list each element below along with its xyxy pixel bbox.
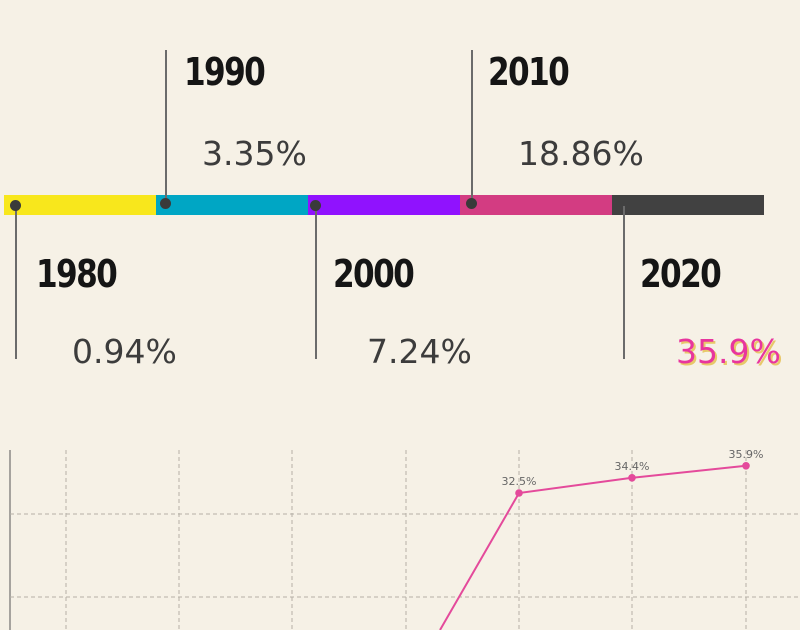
value-label-1990: 3.35% bbox=[202, 134, 307, 173]
year-label-2010: 2010 bbox=[488, 50, 570, 94]
year-label-1990: 1990 bbox=[184, 50, 266, 94]
chart-grid bbox=[9, 450, 800, 630]
data-label: 32.5% bbox=[502, 475, 537, 488]
marker-dot-2010 bbox=[466, 198, 477, 209]
value-label-2010: 18.86% bbox=[518, 134, 644, 173]
data-label: 34.4% bbox=[615, 460, 650, 473]
timeline-segment-1990 bbox=[156, 195, 308, 215]
marker-line-2000 bbox=[315, 206, 317, 359]
year-label-2000: 2000 bbox=[333, 252, 415, 296]
timeline-segment-2010 bbox=[460, 195, 612, 215]
data-label: 35.9% bbox=[729, 448, 764, 461]
data-point bbox=[628, 474, 636, 482]
timeline-segment-2000 bbox=[308, 195, 460, 215]
marker-line-1990 bbox=[165, 50, 167, 203]
marker-dot-1990 bbox=[160, 198, 171, 209]
marker-dot-1980 bbox=[10, 200, 21, 211]
timeline-segment-1980 bbox=[4, 195, 156, 215]
data-point bbox=[742, 462, 750, 470]
line-chart: 32.5% 34.4% 35.9% bbox=[9, 448, 800, 630]
marker-line-2010 bbox=[471, 50, 473, 203]
marker-line-1980 bbox=[15, 206, 17, 359]
chart-series: 32.5% 34.4% 35.9% bbox=[439, 448, 764, 630]
timeline-segment-2020 bbox=[612, 195, 764, 215]
value-label-2020: 35.9% bbox=[676, 332, 781, 371]
data-point bbox=[515, 489, 523, 497]
value-label-1980: 0.94% bbox=[72, 332, 177, 371]
marker-dot-2000 bbox=[310, 200, 321, 211]
year-label-2020: 2020 bbox=[640, 252, 722, 296]
value-label-2000: 7.24% bbox=[367, 332, 472, 371]
series-line bbox=[439, 464, 747, 630]
year-label-1980: 1980 bbox=[36, 252, 118, 296]
marker-line-2020 bbox=[623, 206, 625, 359]
